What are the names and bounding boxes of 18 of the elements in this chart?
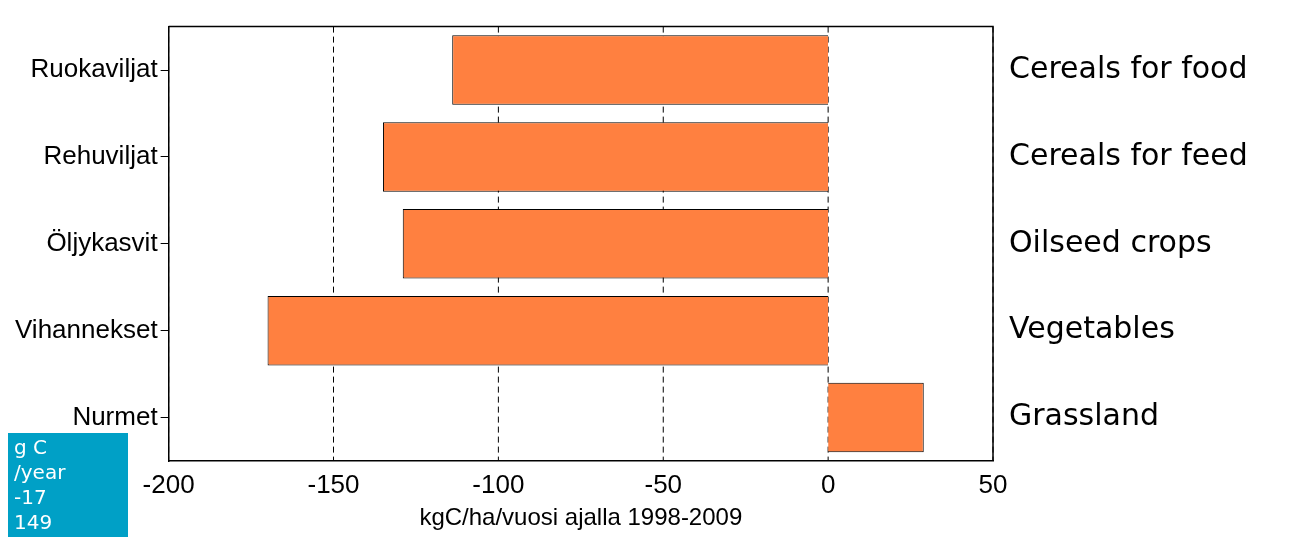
- text: Oilseed crops: [1009, 223, 1212, 259]
- x-axis-title: kgC/ha/vuosi ajalla 1998-2009: [419, 503, 743, 531]
- y-tick-label: Rehuviljat: [43, 140, 159, 171]
- y-tick-label: Öljykasvit: [46, 226, 159, 257]
- x-tick-label: -100: [472, 468, 525, 499]
- x-tick-label: -50: [644, 468, 683, 499]
- y-tick-label: Ruokaviljat: [30, 53, 159, 84]
- text: Cereals for feed: [1009, 136, 1248, 172]
- text: Vegetables: [1009, 310, 1175, 346]
- y-tick-label: Nurmet: [72, 400, 159, 431]
- x-tick-label: 50: [978, 468, 1008, 499]
- text: Cereals for food: [1009, 49, 1248, 85]
- note-box: g C /year -17 149: [8, 433, 128, 537]
- text: Grassland: [1009, 397, 1159, 433]
- x-tick-label: 0: [820, 468, 836, 499]
- y-tick-label: Vihannekset: [14, 313, 159, 344]
- x-tick-label: -150: [307, 468, 360, 499]
- x-tick-label: -200: [142, 468, 195, 499]
